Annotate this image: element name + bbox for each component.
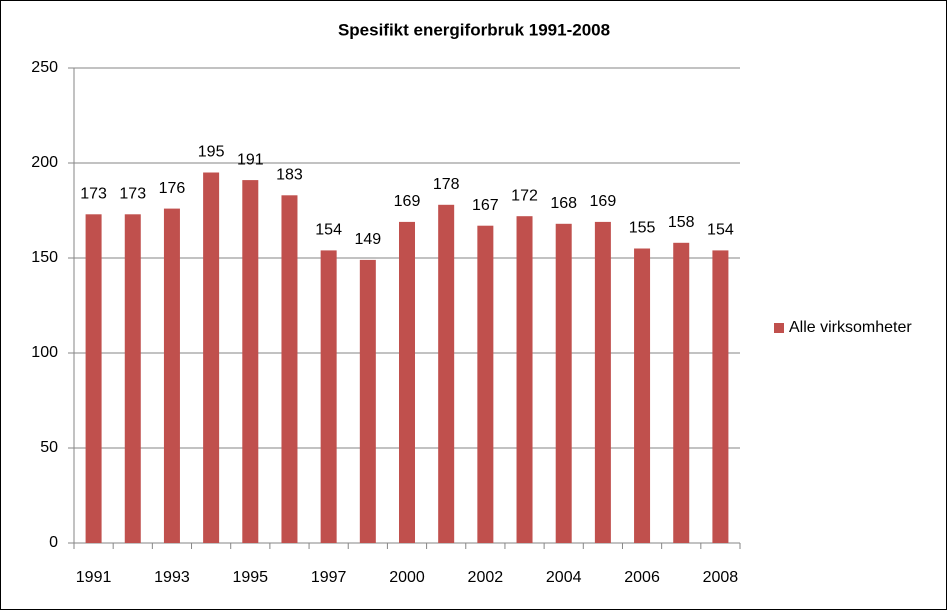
data-label: 154 (315, 222, 342, 239)
data-label: 169 (394, 193, 421, 210)
bar (438, 204, 455, 544)
bar (203, 172, 220, 543)
x-tick-label: 1995 (232, 569, 268, 586)
data-label: 183 (276, 167, 303, 184)
bar (163, 208, 180, 543)
bar (477, 225, 494, 543)
legend-label: Alle virksomheter (789, 319, 912, 336)
data-label: 173 (119, 186, 146, 203)
bar (124, 214, 141, 544)
bar (85, 214, 102, 544)
x-tick-label: 2004 (546, 569, 582, 586)
y-tick-label: 100 (31, 344, 58, 361)
x-tick-label: 1991 (76, 569, 112, 586)
bar (320, 250, 337, 543)
legend-swatch (774, 323, 784, 333)
bar (712, 250, 729, 543)
x-tick-label: 2006 (624, 569, 660, 586)
data-label: 169 (590, 193, 617, 210)
data-label: 155 (629, 220, 656, 237)
data-label: 191 (237, 151, 264, 168)
y-tick-label: 50 (40, 439, 58, 456)
data-label: 195 (198, 144, 225, 161)
y-tick-label: 200 (31, 154, 58, 171)
data-label: 154 (707, 222, 734, 239)
bar (399, 221, 415, 543)
y-tick-label: 150 (31, 249, 58, 266)
data-label: 158 (668, 214, 695, 231)
bar (516, 216, 533, 543)
data-label: 149 (354, 231, 381, 248)
data-label: 172 (511, 187, 538, 204)
data-label: 173 (80, 186, 107, 203)
bar (281, 195, 298, 544)
bar (673, 242, 690, 544)
y-tick-label: 250 (31, 59, 58, 76)
data-label: 168 (550, 195, 577, 212)
x-tick-label: 1997 (311, 569, 347, 586)
x-tick-label: 2002 (468, 569, 504, 586)
bar (359, 259, 376, 543)
bar (555, 223, 572, 544)
data-label: 178 (433, 176, 460, 193)
x-tick-label: 2000 (389, 569, 425, 586)
x-tick-label: 2008 (703, 569, 739, 586)
bar (594, 221, 611, 543)
x-tick-label: 1993 (154, 569, 190, 586)
chart-title: Spesifikt energiforbruk 1991-2008 (338, 20, 610, 39)
bar (242, 180, 259, 543)
data-label: 167 (472, 197, 499, 214)
bar (634, 248, 651, 543)
y-tick-label: 0 (49, 534, 58, 551)
data-label: 176 (159, 180, 186, 197)
